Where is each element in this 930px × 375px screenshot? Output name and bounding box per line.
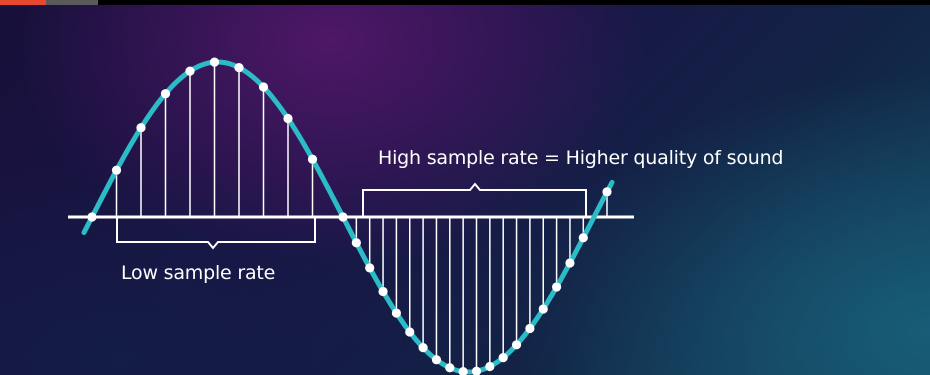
low-rate-sample-dot: [136, 123, 146, 133]
high-rate-sample-dot: [511, 340, 522, 350]
high-rate-sample-dot: [338, 212, 348, 222]
top-bar-tab: [46, 0, 98, 5]
high-rate-sample-dot: [458, 367, 468, 375]
high-rate-sample-dot: [552, 282, 562, 292]
high-rate-sample-dot: [418, 343, 428, 353]
low-rate-sample-dot: [160, 89, 171, 99]
low-rate-sample-dot: [87, 212, 97, 222]
high-rate-sample-dot: [525, 323, 535, 334]
high-rate-bracket: [362, 182, 587, 217]
low-rate-bracket: [116, 217, 316, 250]
high-rate-sample-dot: [445, 363, 455, 373]
low-rate-sample-dot: [209, 57, 220, 67]
top-bar: [0, 0, 930, 5]
high-rate-sample-dot: [602, 187, 612, 197]
high-rate-sample-dot: [578, 233, 588, 243]
high-rate-sample-dot: [498, 353, 508, 363]
top-bar-accent: [0, 0, 46, 5]
low-rate-sample-dot: [111, 165, 122, 175]
low-sample-rate-label: Low sample rate: [121, 262, 276, 284]
high-rate-sample-dot: [431, 355, 442, 365]
low-rate-sample-dot: [185, 66, 195, 76]
sample-dots: [87, 57, 612, 375]
high-rate-sample-dot: [391, 308, 401, 318]
high-rate-sample-dot: [351, 238, 361, 248]
high-rate-sample-dot: [471, 366, 482, 375]
sound-wave: [81, 59, 615, 375]
high-sample-rate-label: High sample rate = Higher quality of sou…: [378, 147, 784, 169]
high-rate-sample-dot: [405, 327, 415, 337]
high-rate-sample-dot: [365, 263, 375, 273]
high-rate-sample-dot: [538, 304, 548, 314]
low-rate-sample-dot: [234, 62, 244, 73]
high-rate-sample-dot: [378, 286, 388, 297]
sample-lines: [115, 62, 608, 372]
low-rate-sample-dot: [283, 113, 293, 124]
high-rate-sample-dot: [565, 258, 575, 268]
low-rate-sample-dot: [258, 82, 269, 92]
high-rate-sample-dot: [485, 361, 495, 372]
low-rate-sample-dot: [307, 154, 318, 164]
